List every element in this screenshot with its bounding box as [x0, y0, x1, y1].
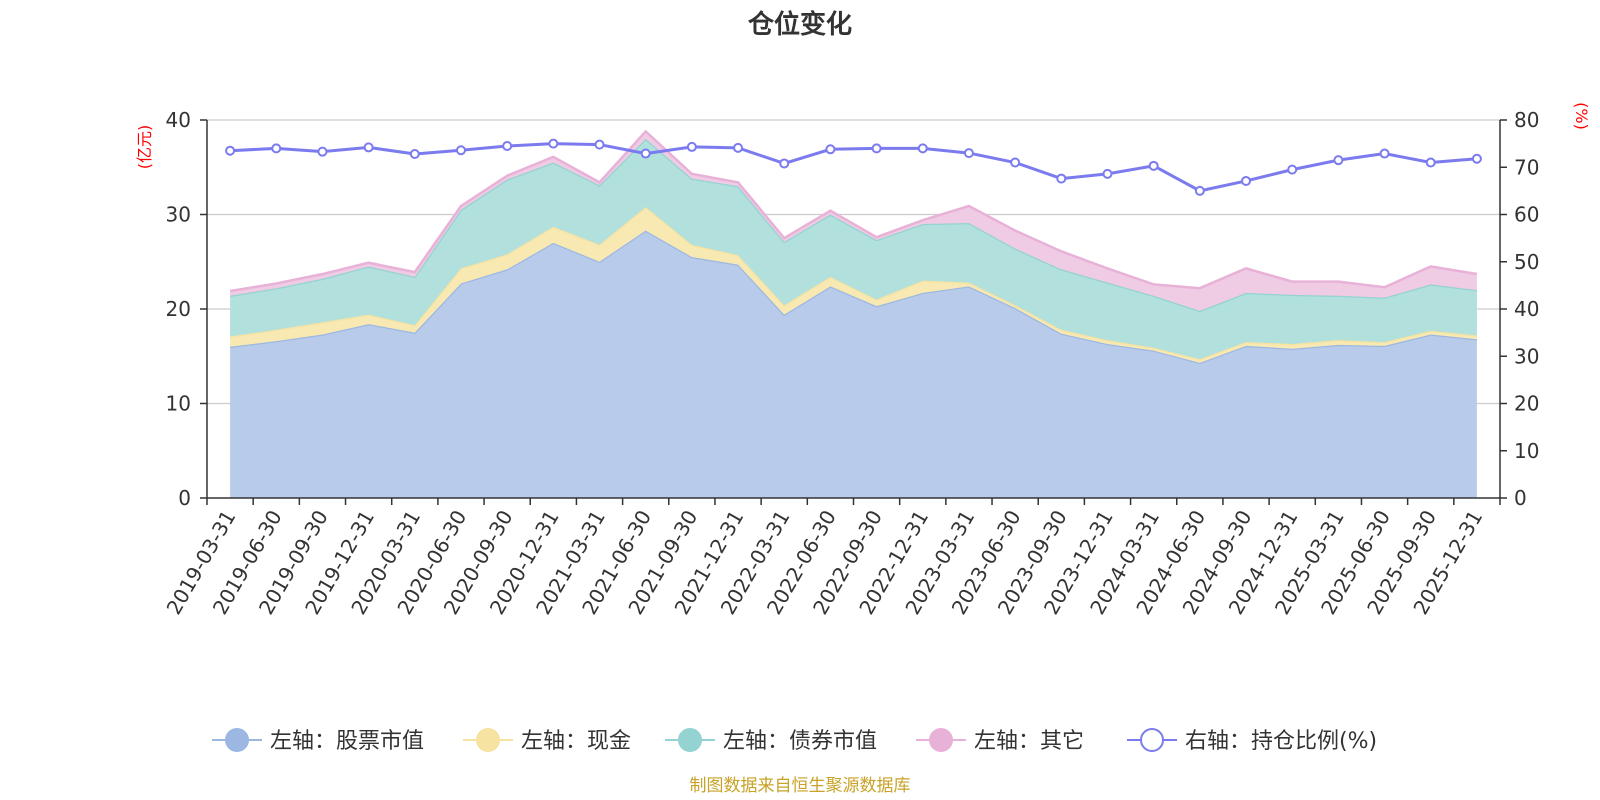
ratio-point [548, 138, 559, 149]
ratio-point [271, 143, 282, 154]
legend-item-3: 左轴：债券市值 [665, 728, 877, 754]
ratio-point [502, 140, 513, 151]
left-tick-label: 10 [166, 392, 191, 416]
legend-marker [225, 728, 249, 752]
ratio-point [1241, 175, 1252, 186]
ratio-point [963, 148, 974, 159]
legend-item-4: 左轴：其它 [916, 728, 1084, 754]
ratio-point [733, 142, 744, 153]
ratio-point [1425, 157, 1436, 168]
ratio-point [317, 146, 328, 157]
right-tick-label: 10 [1514, 439, 1539, 463]
legend-item-5: 右轴：持仓比例(%) [1127, 728, 1377, 754]
right-axis-unit: (%) [1572, 102, 1591, 130]
ratio-point [779, 158, 790, 169]
ratio-point [409, 149, 420, 160]
chart-title: 仓位变化 [747, 9, 852, 40]
ratio-point [1010, 157, 1021, 168]
left-tick-label: 30 [166, 203, 191, 227]
left-tick-label: 0 [178, 486, 191, 510]
stacked-areas [229, 129, 1478, 498]
right-tick-label: 0 [1514, 486, 1527, 510]
legend-marker [1140, 728, 1164, 752]
legend-label: 左轴：现金 [521, 729, 631, 754]
ratio-point [1056, 173, 1067, 184]
ratio-point [1471, 153, 1482, 164]
legend-marker [929, 728, 953, 752]
right-tick-label: 60 [1514, 203, 1539, 227]
area-series-4 [230, 131, 1477, 311]
right-tick-label: 30 [1514, 344, 1539, 368]
ratio-point [917, 143, 928, 154]
right-tick-label: 40 [1514, 297, 1539, 321]
ratio-point [1102, 168, 1113, 179]
ratio-line-path [230, 142, 1478, 193]
ratio-point [594, 139, 605, 150]
area-series-3 [230, 138, 1477, 360]
legend-label: 左轴：债券市值 [723, 729, 877, 754]
legend: 左轴：股票市值 左轴：现金 左轴：债券市值 左轴：其它 右轴：持仓比例(%) [212, 728, 1377, 754]
right-tick-label: 70 [1514, 155, 1539, 179]
left-axis-unit: (亿元) [135, 125, 154, 170]
legend-label: 右轴：持仓比例(%) [1185, 729, 1377, 754]
area-series-2 [230, 206, 1477, 363]
ratio-point [225, 145, 236, 156]
ratio-point [1194, 185, 1205, 196]
holding-ratio-line [225, 138, 1482, 196]
legend-label: 左轴：其它 [974, 729, 1084, 754]
legend-item-1: 左轴：股票市值 [212, 728, 424, 754]
ratio-point [363, 142, 374, 153]
ratio-point [640, 148, 651, 159]
ratio-point [1287, 164, 1298, 175]
area-edge-series-4 [229, 129, 1478, 293]
legend-marker [476, 728, 500, 752]
ratio-point [1148, 160, 1159, 171]
ratio-point [686, 141, 697, 152]
ratio-point [1333, 155, 1344, 166]
left-tick-label: 20 [166, 297, 191, 321]
ratio-point [825, 144, 836, 155]
legend-item-2: 左轴：现金 [463, 728, 631, 754]
ratio-point [1379, 148, 1390, 159]
left-tick-label: 40 [166, 108, 191, 132]
area-series-1 [230, 230, 1477, 498]
legend-marker [678, 728, 702, 752]
right-tick-label: 80 [1514, 108, 1539, 132]
data-source-note: 制图数据来自恒生聚源数据库 [690, 776, 911, 796]
legend-label: 左轴：股票市值 [270, 729, 424, 754]
ratio-point [871, 143, 882, 154]
right-tick-label: 20 [1514, 392, 1539, 416]
ratio-point [455, 145, 466, 156]
right-tick-label: 50 [1514, 250, 1539, 274]
